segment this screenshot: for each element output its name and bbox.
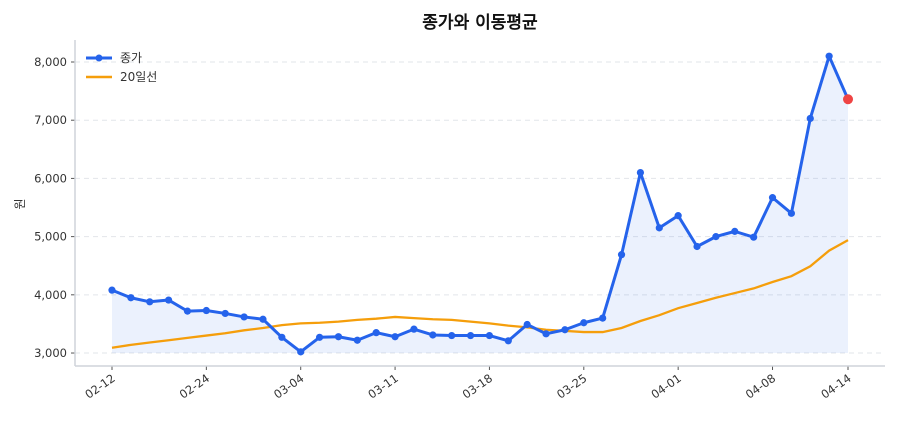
x-tick-label: 03-18 xyxy=(460,371,495,402)
close-point xyxy=(523,320,531,329)
close-point xyxy=(542,330,550,338)
close-point xyxy=(202,306,210,315)
y-tick-label: 6,000 xyxy=(34,171,67,185)
close-point xyxy=(504,337,512,345)
close-point xyxy=(655,224,663,232)
close-point xyxy=(636,168,645,177)
close-point xyxy=(806,114,814,123)
last-close-point xyxy=(843,94,854,105)
close-point xyxy=(108,286,116,294)
x-tick-label: 03-25 xyxy=(554,371,589,402)
close-point xyxy=(429,331,437,339)
close-point xyxy=(825,52,833,60)
close-point xyxy=(221,309,229,318)
y-tick-label: 7,000 xyxy=(34,113,67,127)
close-point xyxy=(297,348,305,356)
y-tick-label: 3,000 xyxy=(34,346,67,360)
close-point xyxy=(485,331,494,340)
close-point xyxy=(787,209,795,217)
close-line xyxy=(111,54,850,354)
close-point xyxy=(768,194,777,202)
close-point xyxy=(259,315,267,323)
close-point xyxy=(278,333,286,341)
plot-area xyxy=(108,52,854,356)
y-tick-label: 4,000 xyxy=(34,288,67,302)
x-tick-label: 04-01 xyxy=(648,371,683,402)
legend-label-close: 종가 xyxy=(120,51,142,65)
x-tick-label: 04-08 xyxy=(743,371,778,402)
legend-label-ma20: 20일선 xyxy=(120,70,157,84)
close-point xyxy=(183,307,192,315)
close-point xyxy=(353,336,361,344)
close-point xyxy=(731,227,739,235)
x-tick-label: 02-12 xyxy=(82,371,117,402)
close-point xyxy=(750,233,758,241)
x-tick-label: 04-14 xyxy=(818,371,853,402)
close-point xyxy=(334,333,343,341)
close-point xyxy=(315,333,324,341)
legend-marker-close xyxy=(95,54,103,62)
x-tick-label: 03-04 xyxy=(271,371,306,402)
close-point xyxy=(240,313,248,321)
x-tick-label: 03-11 xyxy=(365,371,400,402)
close-point xyxy=(391,333,399,341)
close-point xyxy=(617,251,626,259)
close-point xyxy=(372,329,380,337)
close-point xyxy=(580,319,588,327)
close-point xyxy=(712,233,720,241)
close-point xyxy=(466,331,475,340)
close-point xyxy=(674,212,682,220)
ma20-line xyxy=(111,239,849,349)
close-point xyxy=(448,331,456,340)
y-tick-label: 5,000 xyxy=(34,230,67,244)
legend: 종가 20일선 xyxy=(86,51,157,84)
x-tick-label: 02-24 xyxy=(177,371,212,402)
chart-title: 종가와 이동평균 xyxy=(422,13,538,33)
close-point xyxy=(561,326,569,334)
y-axis-label: 원 xyxy=(13,198,27,209)
close-point xyxy=(693,242,701,251)
close-point xyxy=(410,325,418,333)
close-area-fill xyxy=(111,56,849,354)
y-tick-label: 8,000 xyxy=(34,55,67,69)
close-point xyxy=(165,296,173,304)
grid xyxy=(75,61,885,354)
close-point xyxy=(146,298,154,306)
close-point xyxy=(127,294,135,302)
close-point xyxy=(599,314,607,322)
